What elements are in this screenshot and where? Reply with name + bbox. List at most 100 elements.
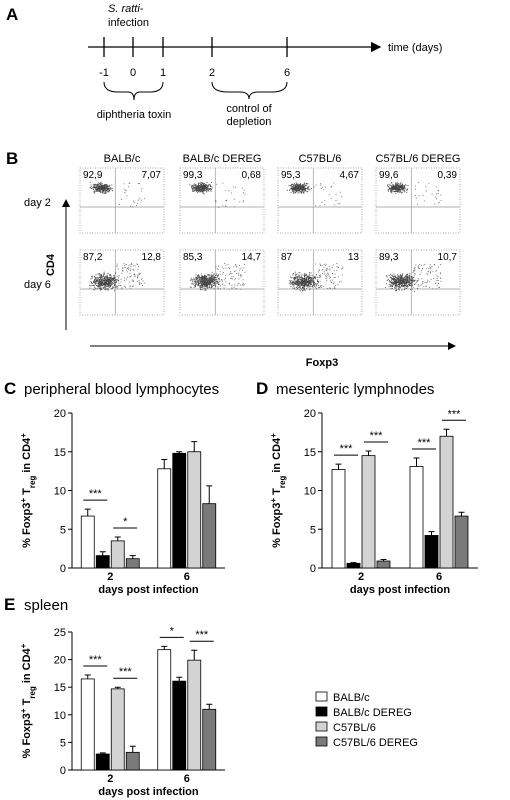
dot [298,280,300,282]
dot [303,285,305,287]
dot [396,274,398,276]
dot [218,281,220,283]
dot [99,187,101,188]
dot [206,189,208,191]
dot [400,282,402,284]
dot [398,185,400,187]
dot [406,188,408,190]
dot [125,189,127,191]
dot [94,283,96,285]
dot [205,185,207,187]
dot [200,190,202,192]
dot [210,284,212,286]
dot [294,283,296,285]
flow-plot [79,167,165,234]
dot [302,185,304,187]
dot [225,206,227,208]
dot [232,186,234,188]
dot [194,190,196,192]
brace [103,81,164,101]
dot [94,279,96,281]
dot [207,185,208,187]
dot [396,276,398,278]
dot [200,287,202,289]
dot [307,284,309,286]
dot [303,279,305,281]
dot [200,285,202,287]
dot [392,187,394,188]
dot [98,280,100,282]
dot [201,186,203,188]
dot [307,282,308,284]
dot [204,287,206,289]
dot [130,287,132,289]
dot [216,281,218,283]
dot [103,191,105,193]
dot [199,187,201,189]
significance-label: *** [89,654,103,666]
dot [399,189,401,191]
dot [395,286,397,288]
dot [291,186,293,188]
dot [291,184,292,185]
dot [100,189,102,190]
dot [204,280,206,282]
dot [192,279,194,281]
dot [410,276,412,278]
dot [295,282,297,284]
dot [407,281,409,282]
dot [297,192,299,194]
dot [391,189,393,190]
bar [172,452,187,569]
dot [198,283,200,285]
dot [429,264,431,266]
dot [436,193,438,195]
dot [205,284,207,285]
dot [220,288,221,290]
dots [387,182,442,206]
dot [198,190,200,192]
dot [208,282,210,284]
dot [394,186,396,188]
dot [389,185,391,187]
dot [111,277,113,279]
dot [307,278,309,280]
dot [244,193,246,195]
dot [198,284,200,286]
dot [243,264,245,266]
dot [98,187,100,189]
dot [201,187,203,188]
dot [99,275,101,277]
dot [142,280,144,282]
dot [409,280,411,282]
dot [425,186,427,188]
dot [89,181,91,183]
dot [430,268,432,270]
dot [112,282,114,284]
dot [392,186,393,188]
significance-label: * [170,625,175,637]
dot [302,283,304,285]
dot [103,191,105,193]
dot [326,274,328,276]
dot [193,186,194,188]
dot [190,186,192,188]
dot [395,186,397,188]
dot [401,289,403,291]
dot [401,187,403,189]
dot [102,189,104,191]
dot [400,279,401,280]
bar [80,515,95,569]
dot [209,281,211,283]
dot [197,281,199,283]
dot [293,281,295,283]
dot [392,185,394,187]
dot [397,190,399,192]
dot [109,185,111,187]
dot [304,282,306,284]
dot [196,187,198,189]
dot [297,278,299,280]
dot [92,188,94,190]
dot [209,281,211,283]
dot [301,280,303,282]
